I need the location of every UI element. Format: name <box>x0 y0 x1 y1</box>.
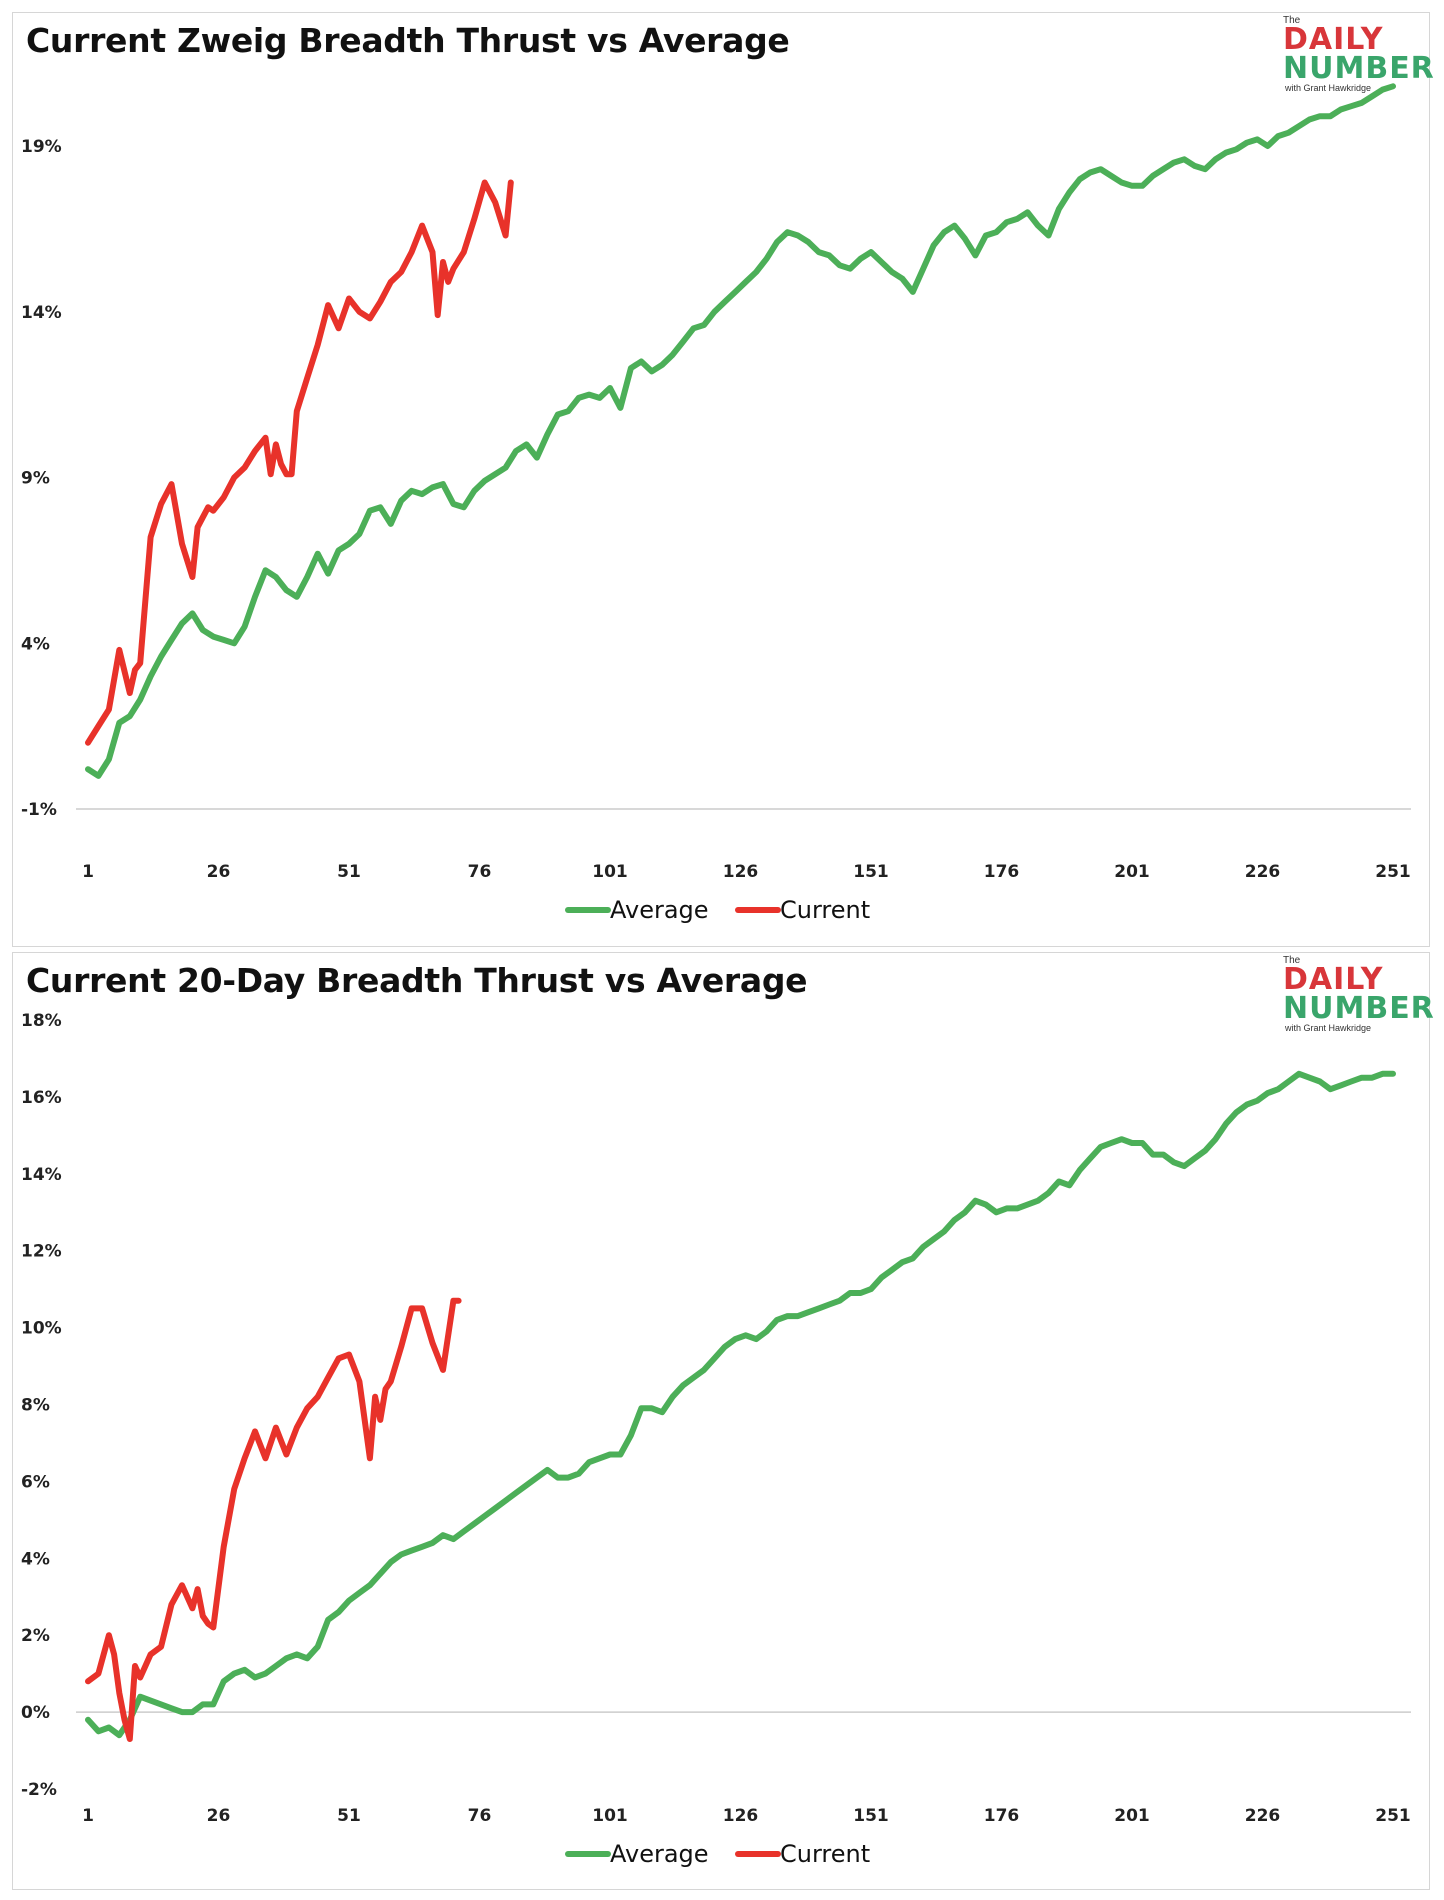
twenty-day-chart-panel: Current 20-Day Breadth Thrust vs Average… <box>12 952 1434 1890</box>
x-tick-label: 201 <box>1114 1806 1150 1826</box>
y-tick-label: 18% <box>21 1011 62 1031</box>
legend-label-current: Current <box>780 1840 870 1868</box>
zweig-chart-panel: Current Zweig Breadth Thrust vs Average … <box>12 12 1434 947</box>
daily-number-logo: The DAILY NUMBER with Grant Hawkridge <box>1275 953 1434 1033</box>
x-tick-label: 201 <box>1114 862 1150 882</box>
x-tick-label: 251 <box>1375 862 1411 882</box>
y-tick-label: -1% <box>21 800 57 820</box>
y-tick-label: 4% <box>21 634 50 654</box>
x-tick-label: 101 <box>592 862 628 882</box>
logo-byline: with Grant Hawkridge <box>1285 1023 1372 1033</box>
y-tick-label: 19% <box>21 137 62 157</box>
chart-legend: Average Current <box>565 896 870 924</box>
logo-number: NUMBER <box>1283 991 1435 1026</box>
x-tick-label: 76 <box>468 1806 492 1826</box>
y-tick-label: 8% <box>21 1396 50 1416</box>
x-tick-label: 151 <box>853 1806 889 1826</box>
logo-daily: DAILY <box>1283 22 1384 57</box>
y-tick-label: 9% <box>21 469 50 489</box>
x-tick-label: 251 <box>1375 1806 1411 1826</box>
y-tick-label: 10% <box>21 1319 62 1339</box>
x-tick-label: 26 <box>207 862 231 882</box>
y-tick-label: 2% <box>21 1626 50 1646</box>
y-tick-label: -2% <box>21 1780 57 1800</box>
series-line-average <box>85 1070 1396 1739</box>
x-tick-label: 101 <box>592 1806 628 1826</box>
logo-number: NUMBER <box>1283 51 1435 86</box>
x-tick-label: 26 <box>207 1806 231 1826</box>
series-line-current <box>85 1297 462 1742</box>
y-tick-label: 14% <box>21 303 62 323</box>
legend-label-average: Average <box>610 896 709 924</box>
y-tick-label: 6% <box>21 1472 50 1492</box>
logo-the: The <box>1283 15 1301 26</box>
x-tick-label: 226 <box>1245 862 1281 882</box>
x-tick-label: 1 <box>82 862 94 882</box>
twenty-day-line-chart: 18%16%14%12%10%8%6%4%2%0%-2%1 26 51 76 101 12… <box>21 1011 1411 1868</box>
x-tick-label: 176 <box>984 862 1020 882</box>
chart-title: Current Zweig Breadth Thrust vs Average <box>26 21 790 60</box>
x-tick-label: 126 <box>723 1806 759 1826</box>
series-line-average <box>85 83 1396 779</box>
y-tick-label: 16% <box>21 1088 62 1108</box>
y-tick-label: 12% <box>21 1242 62 1262</box>
x-tick-label: 151 <box>853 862 889 882</box>
chart-legend: Average Current <box>565 1840 870 1868</box>
chart-title: Current 20-Day Breadth Thrust vs Average <box>26 961 808 1000</box>
y-tick-label: 0% <box>21 1703 50 1723</box>
x-tick-label: 176 <box>984 1806 1020 1826</box>
zweig-line-chart: 19%14%9%4%-1%1 26 51 76 101 126 151 176 201 226 25… <box>21 83 1411 924</box>
logo-byline: with Grant Hawkridge <box>1285 83 1372 93</box>
x-tick-label: 51 <box>337 862 361 882</box>
x-tick-label: 1 <box>82 1806 94 1826</box>
legend-label-average: Average <box>610 1840 709 1868</box>
legend-label-current: Current <box>780 896 870 924</box>
logo-daily: DAILY <box>1283 962 1384 997</box>
x-tick-label: 126 <box>723 862 759 882</box>
y-tick-label: 4% <box>21 1549 50 1569</box>
x-tick-label: 76 <box>468 862 492 882</box>
series-line-current <box>85 179 514 746</box>
daily-number-logo: The DAILY NUMBER with Grant Hawkridge <box>1275 13 1434 93</box>
y-tick-label: 14% <box>21 1165 62 1185</box>
logo-the: The <box>1283 955 1301 966</box>
x-tick-label: 226 <box>1245 1806 1281 1826</box>
x-tick-label: 51 <box>337 1806 361 1826</box>
